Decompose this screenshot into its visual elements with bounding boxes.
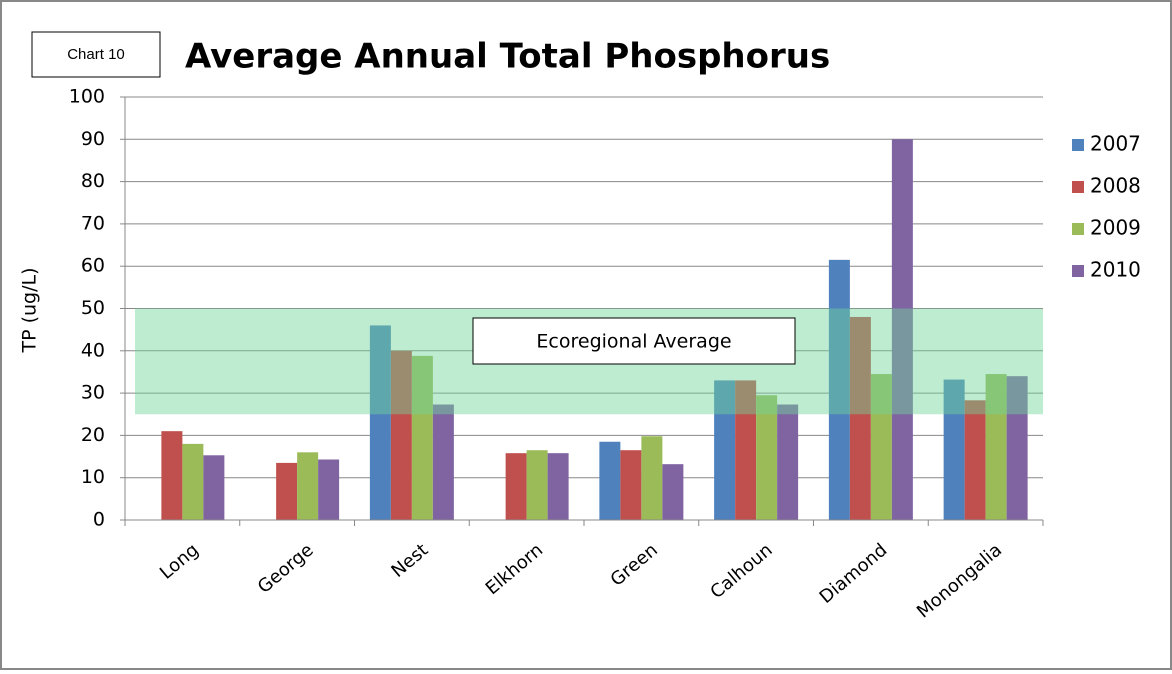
bar (1006, 376, 1028, 520)
bar (161, 431, 183, 520)
y-tick-label: 0 (93, 509, 105, 531)
bar (411, 355, 433, 520)
annotation-box (472, 317, 796, 365)
bar (641, 436, 663, 520)
y-tick-label: 100 (69, 86, 105, 108)
y-tick-label: 30 (81, 382, 105, 404)
legend-swatch (1072, 265, 1084, 277)
y-tick-label: 50 (81, 297, 105, 319)
bar (964, 400, 986, 520)
bar (276, 462, 298, 520)
bar (390, 350, 412, 520)
chart-label-box (31, 31, 161, 78)
bar (297, 452, 319, 520)
bar (526, 450, 548, 520)
legend-swatch (1072, 223, 1084, 235)
bar (599, 441, 621, 520)
y-tick-label: 60 (81, 255, 105, 277)
bar (735, 380, 757, 520)
bar (547, 453, 569, 520)
legend-label: 2008 (1090, 174, 1141, 198)
bar (756, 395, 778, 520)
y-tick-label: 20 (81, 424, 105, 446)
bar (318, 459, 340, 520)
bar (891, 139, 913, 521)
bar (777, 404, 799, 520)
bar (369, 325, 391, 520)
bar (662, 464, 684, 520)
legend-label: 2010 (1090, 258, 1141, 282)
y-tick-label: 70 (81, 212, 105, 234)
bar (828, 259, 850, 520)
bar (182, 443, 204, 520)
y-axis-label: TP (ug/L) (19, 267, 41, 353)
legend-label: 2009 (1090, 216, 1141, 240)
bar (870, 374, 892, 520)
bar (943, 379, 965, 520)
bar (849, 316, 871, 520)
legend-swatch (1072, 139, 1084, 151)
chart-label: Chart 10 (67, 46, 125, 63)
bar (505, 453, 527, 520)
annotation: Ecoregional Average (536, 331, 731, 353)
bar (620, 450, 642, 520)
y-tick-label: 80 (81, 170, 105, 192)
bar (432, 404, 454, 520)
y-tick-label: 90 (81, 128, 105, 150)
legend-label: 2007 (1090, 132, 1141, 156)
bar (714, 380, 736, 520)
y-tick-label: 10 (81, 466, 105, 488)
bar (985, 374, 1007, 520)
y-tick-label: 40 (81, 339, 105, 361)
chart-title: Average Annual Total Phosphorus (185, 37, 830, 77)
legend-swatch (1072, 181, 1084, 193)
bar (203, 455, 225, 520)
